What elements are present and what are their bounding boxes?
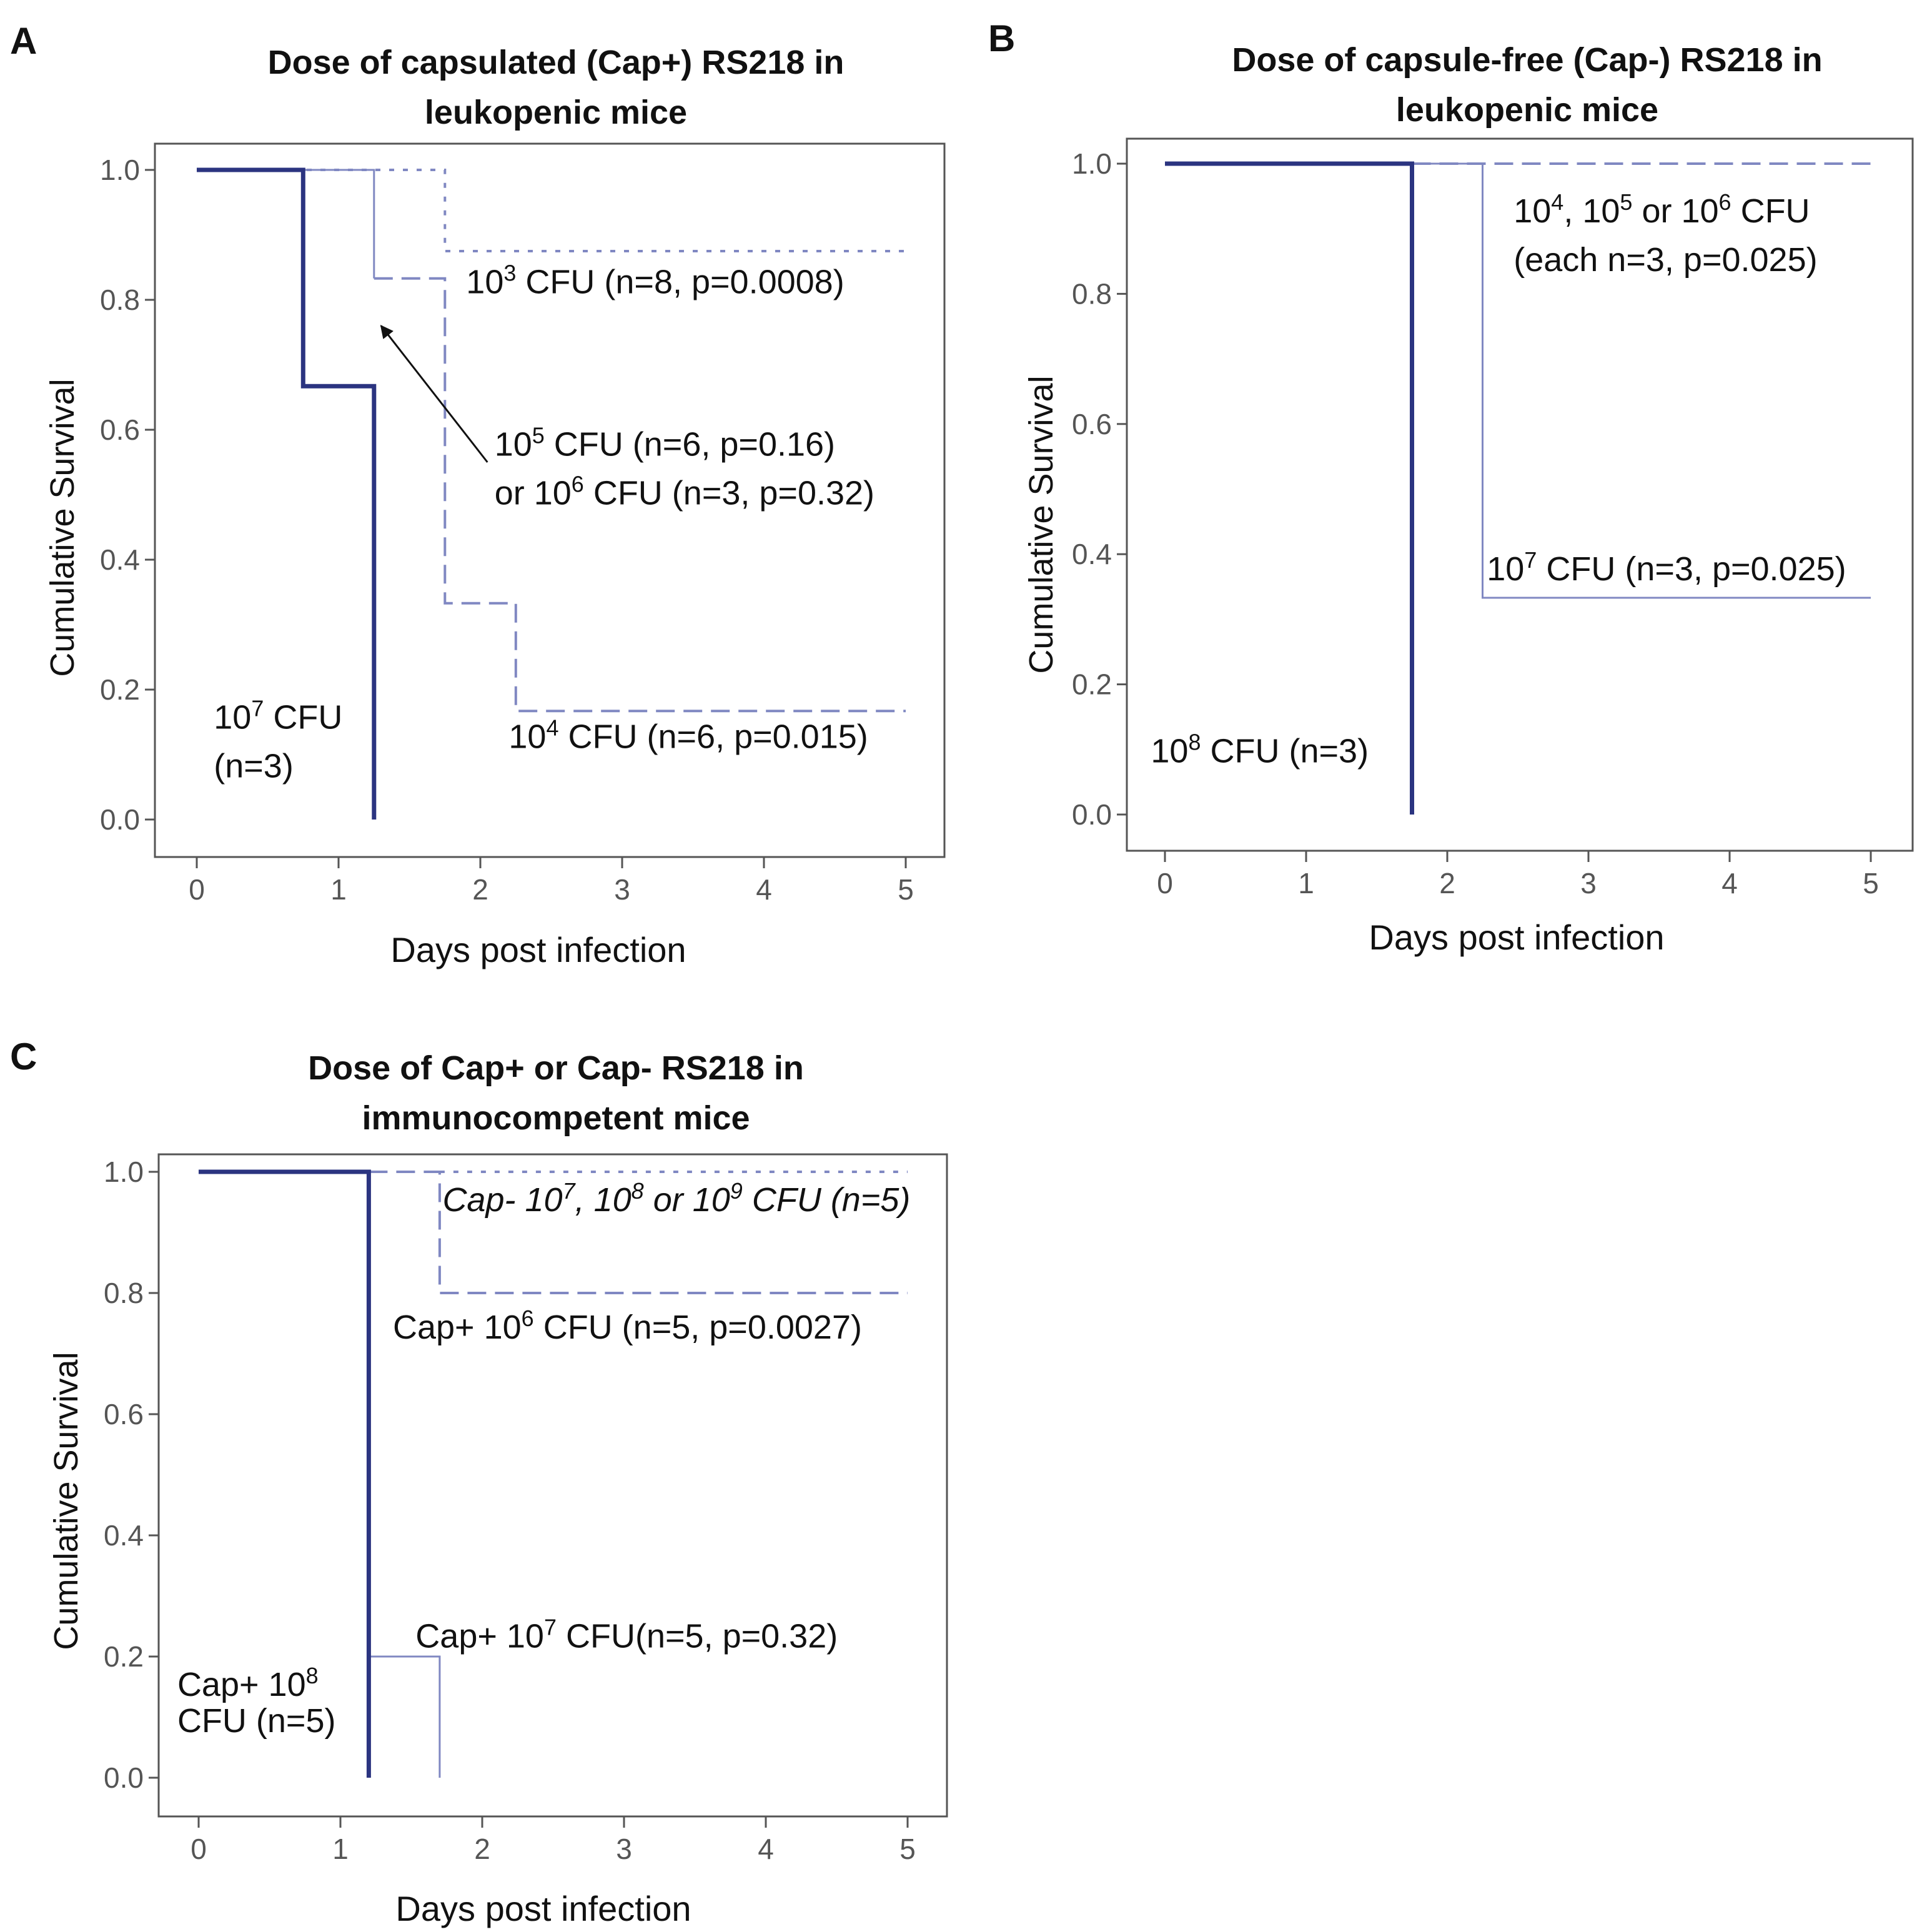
x-axis-label: Days post infection: [1369, 918, 1664, 957]
y-tick-label: 0.4: [100, 543, 140, 576]
y-tick-label: 0.6: [104, 1398, 144, 1430]
y-tick-label: 0.4: [104, 1519, 144, 1552]
annotation-label: 107 CFU (n=3): [214, 695, 342, 785]
x-tick-label: 0: [191, 1833, 207, 1865]
y-tick-label: 0.6: [1072, 408, 1112, 440]
x-tick-label: 0: [189, 873, 205, 906]
y-tick-label: 0.0: [100, 803, 140, 836]
y-tick-label: 0.8: [104, 1277, 144, 1309]
annotation-label: 107 CFU (n=3, p=0.025): [1487, 547, 1846, 588]
plot-frame: [1126, 137, 1914, 852]
annotation-label: Cap+ 106 CFU (n=5, p=0.0027): [393, 1305, 862, 1346]
x-tick-label: 4: [1721, 867, 1738, 899]
y-tick-label: 0.8: [1072, 277, 1112, 310]
x-tick-label: 3: [1580, 867, 1597, 899]
x-tick-label: 1: [332, 1833, 349, 1865]
x-axis-label: Days post infection: [390, 930, 686, 969]
y-tick-label: 0.6: [100, 414, 140, 446]
y-tick-label: 0.0: [104, 1761, 144, 1794]
chart-title-line-2: leukopenic mice: [425, 94, 687, 131]
annotation-label: 108 CFU (n=3): [1151, 730, 1369, 770]
x-axis-label: Days post infection: [395, 1889, 691, 1928]
x-tick-label: 5: [899, 1833, 916, 1865]
plot-frame: [154, 142, 946, 858]
x-tick-label: 0: [1157, 867, 1173, 899]
panel-c: C Dose of Cap+ or Cap- RS218 in immunoco…: [10, 1036, 948, 1928]
panel-b: B Dose of capsule-free (Cap-) RS218 in l…: [988, 17, 1914, 957]
annotation-label: Cap+ 108 CFU (n=5): [177, 1663, 336, 1740]
annotation-label: 103 CFU (n=8, p=0.0008): [466, 260, 844, 301]
chart-title-line-2: immunocompetent mice: [362, 1099, 750, 1137]
y-tick-label: 0.2: [104, 1640, 144, 1673]
series-line: [197, 169, 375, 279]
x-tick-label: 4: [758, 1833, 774, 1865]
y-tick-label: 1.0: [1072, 147, 1112, 180]
chart-title-line-1: Dose of capsulated (Cap+) RS218 in: [268, 44, 845, 81]
y-tick-label: 0.4: [1072, 538, 1112, 570]
y-tick-label: 0.0: [1072, 798, 1112, 831]
annotation-label: Cap- 107, 108 or 109 CFU (n=5): [442, 1178, 910, 1219]
y-tick-label: 0.2: [100, 673, 140, 706]
annotation-arrow: [380, 324, 488, 463]
panel-letter: B: [988, 17, 1015, 59]
x-tick-label: 4: [756, 873, 772, 906]
series-line: [369, 1171, 908, 1294]
y-tick-label: 1.0: [104, 1156, 144, 1188]
chart-title-line-1: Dose of Cap+ or Cap- RS218 in: [308, 1049, 804, 1087]
x-tick-label: 2: [474, 1833, 490, 1865]
y-tick-label: 0.8: [100, 284, 140, 316]
x-tick-label: 3: [616, 1833, 632, 1865]
plot-frame: [157, 1153, 948, 1818]
annotation-label: 104, 105 or 106 CFU (each n=3, p=0.025): [1513, 189, 1817, 279]
chart-title-line-1: Dose of capsule-free (Cap-) RS218 in: [1232, 41, 1822, 79]
panel-a: A Dose of capsulated (Cap+) RS218 in leu…: [10, 20, 946, 969]
series-line: [369, 1655, 441, 1778]
panel-letter: A: [10, 20, 37, 62]
annotation-label: 104 CFU (n=6, p=0.015): [508, 715, 868, 756]
series-line: [199, 1169, 371, 1778]
annotation-label: Cap+ 107 CFU(n=5, p=0.32): [415, 1614, 838, 1655]
annotation-label: 105 CFU (n=6, p=0.16) or 106 CFU (n=3, p=…: [495, 423, 874, 512]
series-line: [374, 277, 906, 713]
y-axis-label: Cumulative Survival: [44, 379, 81, 676]
y-axis-label: Cumulative Survival: [1023, 375, 1060, 673]
y-axis-label: Cumulative Survival: [47, 1352, 85, 1650]
x-tick-label: 2: [472, 873, 488, 906]
y-tick-label: 0.2: [1072, 668, 1112, 701]
x-tick-label: 1: [1298, 867, 1314, 899]
x-tick-label: 5: [898, 873, 914, 906]
x-tick-label: 2: [1439, 867, 1455, 899]
x-tick-label: 1: [330, 873, 347, 906]
x-tick-label: 5: [1863, 867, 1879, 899]
panel-letter: C: [10, 1036, 37, 1077]
chart-title-line-2: leukopenic mice: [1396, 91, 1658, 129]
series-line: [1165, 161, 1414, 815]
x-tick-label: 3: [614, 873, 630, 906]
series-line: [197, 167, 377, 820]
y-tick-label: 1.0: [100, 154, 140, 186]
